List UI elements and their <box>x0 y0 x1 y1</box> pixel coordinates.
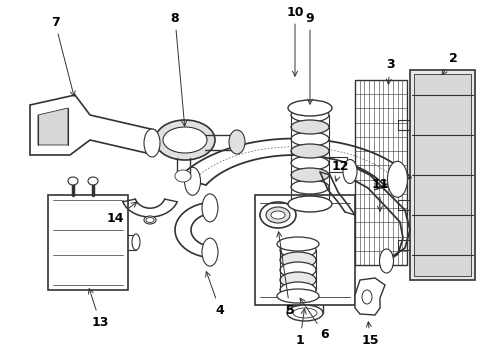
Ellipse shape <box>362 290 372 304</box>
Bar <box>48 195 128 290</box>
Ellipse shape <box>291 120 329 134</box>
Bar <box>355 80 407 265</box>
Text: 4: 4 <box>206 272 224 316</box>
Text: 13: 13 <box>88 289 109 328</box>
Ellipse shape <box>271 211 285 219</box>
Ellipse shape <box>291 108 329 122</box>
Ellipse shape <box>175 170 191 182</box>
Ellipse shape <box>146 217 154 222</box>
Polygon shape <box>355 278 385 315</box>
Ellipse shape <box>144 216 156 224</box>
Ellipse shape <box>280 242 316 258</box>
Polygon shape <box>30 95 155 155</box>
Polygon shape <box>38 108 68 145</box>
Ellipse shape <box>163 127 207 153</box>
Ellipse shape <box>277 237 319 251</box>
Bar <box>410 70 475 280</box>
Ellipse shape <box>202 238 218 266</box>
Ellipse shape <box>202 194 218 222</box>
Ellipse shape <box>280 282 316 298</box>
Ellipse shape <box>280 272 316 288</box>
Text: 10: 10 <box>286 5 304 76</box>
Ellipse shape <box>293 308 317 318</box>
Text: 7: 7 <box>50 15 75 96</box>
Ellipse shape <box>288 100 332 116</box>
Text: 11: 11 <box>371 179 389 211</box>
Ellipse shape <box>343 159 357 184</box>
Bar <box>255 195 355 305</box>
Ellipse shape <box>287 305 323 321</box>
Ellipse shape <box>132 234 140 250</box>
Text: 3: 3 <box>386 58 394 84</box>
Text: 12: 12 <box>331 161 349 181</box>
Bar <box>414 74 471 276</box>
Text: 15: 15 <box>361 322 379 346</box>
Ellipse shape <box>260 202 296 228</box>
Polygon shape <box>374 177 411 190</box>
Text: 5: 5 <box>277 232 294 316</box>
Text: 2: 2 <box>442 51 457 75</box>
Text: 9: 9 <box>306 12 314 104</box>
Ellipse shape <box>291 144 329 158</box>
Ellipse shape <box>144 129 160 157</box>
Ellipse shape <box>185 167 200 195</box>
Ellipse shape <box>280 262 316 278</box>
Ellipse shape <box>291 132 329 146</box>
Ellipse shape <box>388 161 408 197</box>
Ellipse shape <box>266 207 290 223</box>
Ellipse shape <box>68 177 78 185</box>
Ellipse shape <box>88 177 98 185</box>
Text: 1: 1 <box>295 309 306 346</box>
Text: 6: 6 <box>300 298 329 342</box>
Ellipse shape <box>288 196 332 212</box>
Ellipse shape <box>379 249 393 273</box>
Text: 8: 8 <box>171 12 187 126</box>
Ellipse shape <box>155 120 215 160</box>
Ellipse shape <box>291 168 329 182</box>
Ellipse shape <box>280 252 316 268</box>
Ellipse shape <box>291 180 329 194</box>
Ellipse shape <box>291 156 329 170</box>
Ellipse shape <box>229 130 245 154</box>
Ellipse shape <box>277 289 319 303</box>
Text: 14: 14 <box>106 202 137 225</box>
